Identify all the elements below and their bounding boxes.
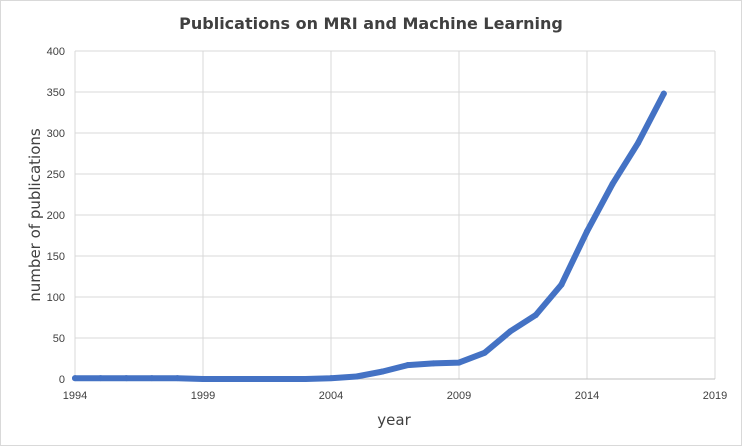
data-point xyxy=(174,375,181,382)
series-layer xyxy=(72,90,667,382)
x-tick-label: 2019 xyxy=(703,390,727,402)
data-point xyxy=(200,376,206,382)
y-tick-label: 50 xyxy=(53,333,65,345)
data-point xyxy=(558,281,565,288)
data-point xyxy=(379,368,386,375)
y-tick-label: 250 xyxy=(47,169,65,181)
x-tick-label: 1999 xyxy=(191,390,215,402)
data-point xyxy=(225,376,232,382)
data-point xyxy=(456,359,462,366)
tick-labels: 0 50 100 150 200 250 300 350 400 1994 1999 2004 2009… xyxy=(47,46,728,402)
data-point xyxy=(276,376,283,382)
data-point xyxy=(123,375,130,382)
series-line xyxy=(72,90,667,382)
x-tick-label: 2009 xyxy=(447,390,471,402)
data-point xyxy=(302,376,309,382)
chart-title: Publications on MRI and Machine Learning xyxy=(179,14,563,33)
data-point xyxy=(353,373,360,380)
data-point xyxy=(97,375,104,382)
data-point xyxy=(328,375,334,382)
y-tick-label: 300 xyxy=(47,128,65,140)
y-tick-label: 400 xyxy=(47,46,65,58)
data-point xyxy=(72,375,78,382)
x-axis-title: year xyxy=(377,411,411,429)
data-point xyxy=(404,362,411,369)
data-point xyxy=(430,360,437,367)
x-tick-label: 1994 xyxy=(63,390,87,402)
x-tick-label: 2004 xyxy=(319,390,343,402)
gridlines xyxy=(74,50,716,379)
data-point xyxy=(148,375,155,382)
data-point xyxy=(251,376,258,382)
y-tick-label: 200 xyxy=(47,210,65,222)
data-point xyxy=(507,328,514,335)
data-point xyxy=(660,90,667,97)
x-tick-label: 2014 xyxy=(575,390,599,402)
y-axis-title: number of publications xyxy=(26,128,44,302)
y-tick-label: 150 xyxy=(47,251,65,263)
data-point xyxy=(635,139,642,146)
data-point xyxy=(532,312,539,319)
y-tick-label: 100 xyxy=(47,292,65,304)
data-point xyxy=(584,228,590,235)
data-point xyxy=(481,349,488,356)
data-point xyxy=(609,180,616,187)
y-tick-label: 0 xyxy=(59,374,65,386)
y-tick-label: 350 xyxy=(47,87,65,99)
